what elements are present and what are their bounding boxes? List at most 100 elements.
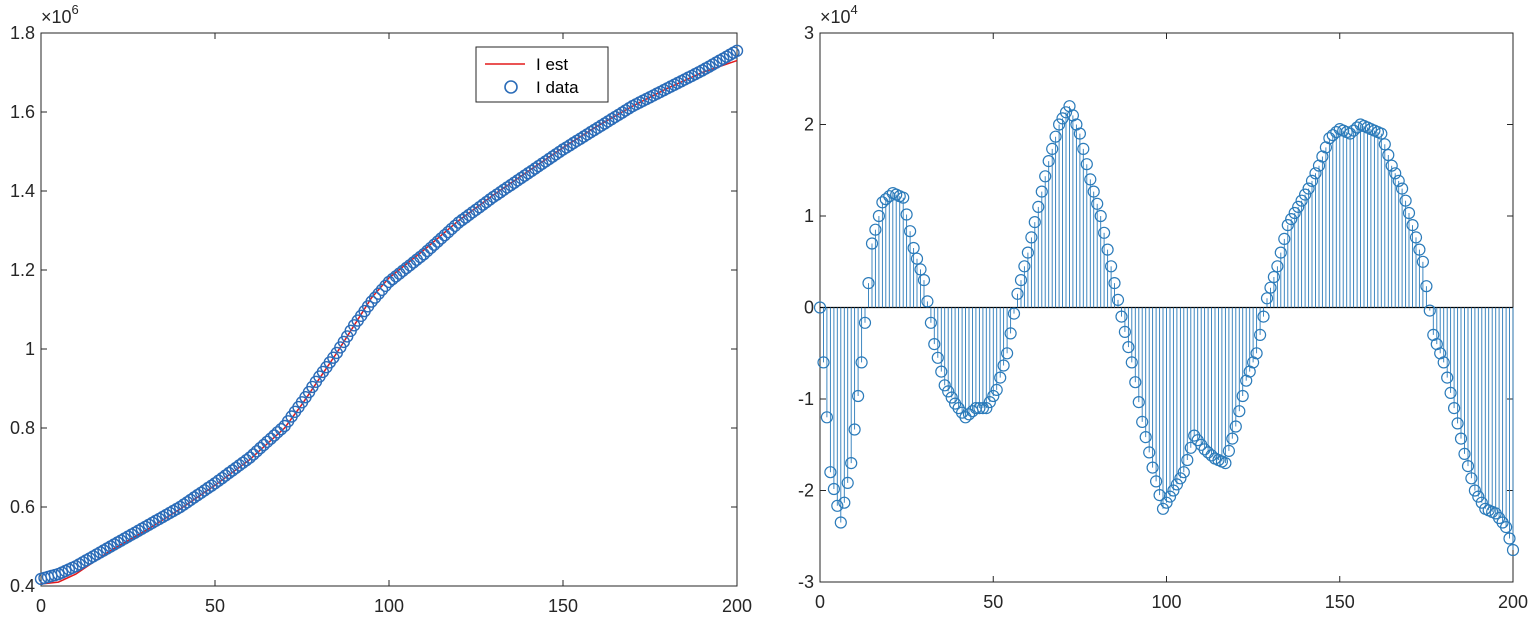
- stem-marker: [1094, 209, 1107, 223]
- stem-marker: [1021, 246, 1035, 259]
- y-tick-label: 1: [804, 206, 814, 226]
- stem-marker: [1219, 457, 1232, 470]
- data-point-i-data: [428, 238, 441, 251]
- stem-marker: [897, 191, 910, 204]
- data-point-i-data: [581, 128, 594, 141]
- data-point-i-data: [372, 287, 385, 300]
- x-tick-label: 50: [983, 592, 1003, 612]
- stem-marker: [1132, 396, 1145, 409]
- y-tick-label: 1.2: [10, 260, 35, 280]
- stem-marker: [1378, 138, 1391, 151]
- stem-marker: [1156, 502, 1170, 515]
- stem-marker: [855, 356, 868, 369]
- stem-marker: [1198, 443, 1211, 456]
- stem-marker: [1402, 206, 1416, 220]
- y-tick-label: -1: [798, 389, 814, 409]
- stem-marker: [928, 338, 941, 351]
- stem-marker: [1091, 197, 1104, 210]
- stem-marker: [1267, 270, 1281, 284]
- stem-marker: [1447, 402, 1461, 415]
- stem-marker: [1423, 304, 1436, 317]
- data-point-i-data: [438, 228, 451, 242]
- stem-marker: [1257, 310, 1270, 323]
- stem-marker: [1406, 219, 1419, 232]
- stem-marker: [1129, 376, 1142, 389]
- data-point-i-data: [250, 445, 263, 458]
- stem-marker: [1108, 277, 1121, 290]
- stem-marker: [1309, 167, 1322, 180]
- stem-marker: [1465, 472, 1478, 485]
- stem-marker: [841, 476, 854, 489]
- stem-marker: [813, 301, 827, 314]
- stem-marker: [917, 274, 931, 287]
- stem-marker: [1042, 155, 1055, 168]
- stem-marker: [1399, 194, 1412, 207]
- stem-marker: [879, 193, 892, 206]
- x-tick-label: 100: [374, 596, 404, 616]
- legend-box: [475, 46, 609, 103]
- stem-marker: [1278, 232, 1291, 245]
- x-tick-label: 150: [548, 596, 578, 616]
- stem-marker: [1454, 432, 1468, 445]
- data-point-i-data: [257, 438, 270, 452]
- stem-marker: [976, 402, 990, 415]
- stem-marker: [1000, 347, 1014, 360]
- stem-marker: [1285, 213, 1298, 226]
- stem-marker: [1281, 219, 1294, 232]
- y-tick-label: -2: [798, 481, 814, 501]
- stem-marker: [1264, 281, 1277, 294]
- stem-marker: [827, 482, 841, 496]
- stem-marker: [1115, 310, 1128, 323]
- legend-label-i-data: I data: [536, 78, 579, 97]
- stem-marker: [1343, 127, 1357, 140]
- stem-marker: [1125, 356, 1138, 369]
- stem-marker: [1181, 453, 1194, 467]
- stem-marker: [1499, 520, 1513, 534]
- x-tick-label: 0: [36, 596, 46, 616]
- stem-marker: [845, 457, 858, 470]
- stem-marker: [1375, 127, 1388, 140]
- stem-marker: [1330, 126, 1343, 139]
- y-tick-label: 2: [804, 115, 814, 135]
- stem-marker: [1059, 106, 1073, 119]
- stem-marker: [1461, 460, 1475, 473]
- stem-marker: [997, 359, 1010, 372]
- stem-marker: [876, 196, 889, 209]
- stem-marker: [1253, 328, 1267, 341]
- stem-marker: [1233, 405, 1246, 418]
- stem-marker: [1472, 490, 1485, 503]
- stem-marker: [872, 209, 886, 223]
- data-point-i-data: [421, 244, 434, 258]
- data-point-i-data: [553, 145, 566, 159]
- y-tick-label: 1: [25, 339, 35, 359]
- x-tick-label: 200: [722, 596, 752, 616]
- stem-marker: [1032, 200, 1045, 213]
- stem-marker: [914, 263, 927, 276]
- stem-marker: [1323, 132, 1336, 145]
- stem-marker: [990, 383, 1003, 396]
- data-point-i-data: [616, 106, 629, 119]
- stem-marker: [1441, 371, 1454, 384]
- data-point-i-data: [247, 448, 260, 461]
- stem-marker: [1018, 260, 1031, 273]
- legend-label-i-est: I est: [536, 55, 568, 74]
- stem-marker: [1143, 446, 1156, 459]
- data-point-i-data: [431, 235, 444, 248]
- data-point-i-data: [254, 441, 267, 455]
- stem-marker: [903, 225, 917, 238]
- stem-marker: [900, 208, 913, 221]
- stem-marker: [1122, 341, 1135, 354]
- stem-marker: [1475, 496, 1488, 509]
- stem-marker: [1170, 478, 1184, 491]
- stem-marker: [862, 277, 875, 290]
- stem-marker: [1444, 386, 1457, 399]
- y-tick-label: 1.6: [10, 102, 35, 122]
- axes-box: [40, 32, 738, 587]
- stem-marker: [1506, 543, 1520, 557]
- stem-marker: [1392, 174, 1405, 187]
- stem-marker: [931, 351, 944, 364]
- data-point-i-data: [598, 117, 611, 130]
- stem-marker: [1226, 432, 1239, 445]
- data-point-i-data: [563, 138, 577, 152]
- stem-marker: [1118, 325, 1132, 338]
